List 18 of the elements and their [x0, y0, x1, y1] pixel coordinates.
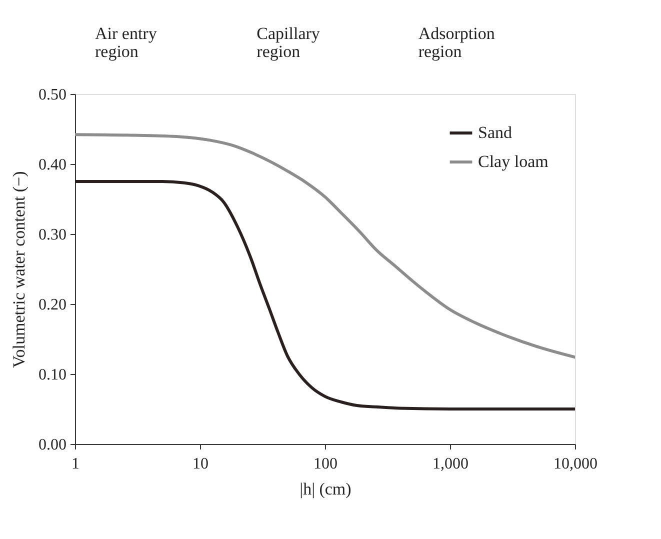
- text: Capillary region: [256, 24, 320, 61]
- legend-label: Clay loam: [478, 152, 548, 171]
- legend-label: Sand: [478, 123, 512, 142]
- text: Air entry region: [95, 24, 158, 61]
- x-tick-label: 10: [192, 456, 208, 472]
- text: Adsorption region: [418, 24, 496, 61]
- x-tick-label: 1,000: [432, 456, 468, 472]
- x-tick-label: 1: [72, 456, 80, 472]
- y-tick-label: 0.00: [38, 436, 66, 454]
- y-axis-title: Volumetric water content (−): [10, 171, 28, 368]
- y-tick-label: 0.20: [38, 296, 66, 314]
- y-tick-label: 0.50: [38, 86, 66, 104]
- x-axis-title: |h| (cm): [300, 480, 352, 498]
- y-tick-label: 0.40: [38, 156, 66, 174]
- x-tick-label: 100: [314, 456, 338, 472]
- x-tick-label: 10,000: [554, 456, 598, 472]
- y-tick-label: 0.10: [38, 366, 66, 384]
- y-tick-label: 0.30: [38, 226, 66, 244]
